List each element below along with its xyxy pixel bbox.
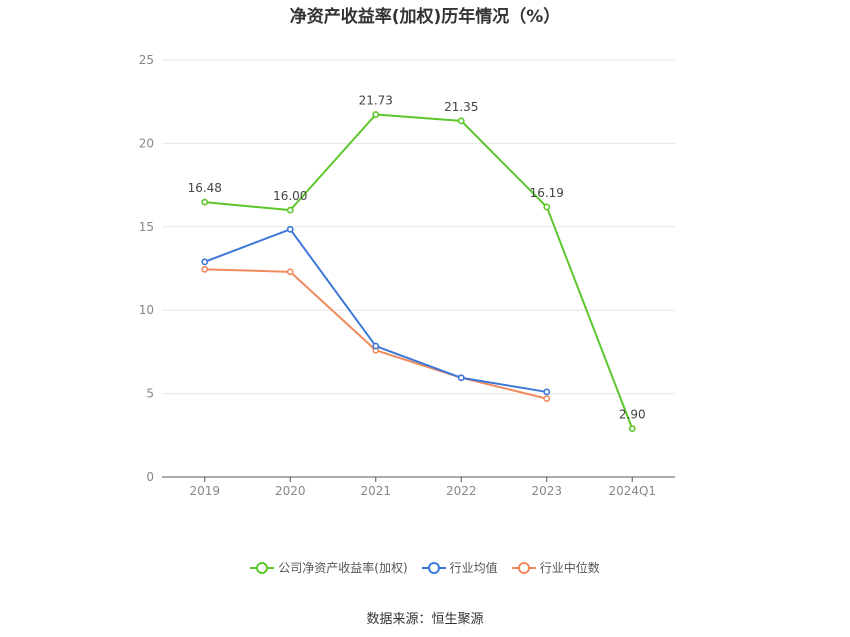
- data-label: 2.90: [619, 408, 646, 422]
- x-tick-label: 2019: [189, 484, 220, 498]
- data-point[interactable]: [543, 395, 551, 403]
- legend-item[interactable]: 公司净资产收益率(加权): [250, 559, 408, 576]
- x-tick-label: 2024Q1: [608, 484, 656, 498]
- y-tick-label: 0: [146, 470, 154, 484]
- legend-label: 行业中位数: [539, 561, 600, 575]
- x-tick-label: 2020: [275, 484, 306, 498]
- x-tick-label: 2021: [360, 484, 391, 498]
- data-label: 21.73: [359, 94, 393, 108]
- line-chart: 0 5 10 15 20 25 2019 2020 2021 2022 2023 2024Q1 16…: [139, 53, 675, 498]
- y-tick-label: 5: [146, 387, 154, 401]
- data-point[interactable]: [543, 203, 551, 211]
- y-tick-label: 20: [139, 136, 154, 150]
- legend-label: 公司净资产收益率(加权): [278, 561, 408, 575]
- data-label: 16.48: [188, 181, 222, 195]
- x-axis: 2019 2020 2021 2022 2023 2024Q1: [162, 476, 675, 498]
- data-point[interactable]: [201, 265, 209, 273]
- series-line: [204, 113, 634, 429]
- series-group: [201, 111, 636, 433]
- y-tick-label: 15: [139, 220, 154, 234]
- legend-marker-icon: [250, 561, 275, 574]
- data-point[interactable]: [628, 425, 636, 433]
- legend: 公司净资产收益率(加权) 行业均值 行业中位数: [0, 559, 850, 576]
- grid-lines: [162, 59, 675, 395]
- data-point[interactable]: [457, 374, 465, 382]
- x-tick-label: 2022: [446, 484, 477, 498]
- legend-marker-icon: [421, 561, 446, 574]
- legend-label: 行业均值: [449, 561, 498, 575]
- data-point[interactable]: [286, 268, 294, 276]
- chart-title: 净资产收益率(加权)历年情况（%）: [289, 7, 561, 27]
- data-labels: 16.48 16.00 21.73 21.35 16.19 2.90: [188, 94, 646, 422]
- legend-item[interactable]: 行业中位数: [511, 559, 600, 576]
- data-point[interactable]: [286, 225, 294, 233]
- data-point[interactable]: [372, 111, 380, 118]
- data-label: 16.19: [530, 186, 564, 200]
- y-tick-label: 10: [139, 303, 154, 317]
- legend-marker-icon: [511, 561, 536, 574]
- data-point[interactable]: [201, 258, 209, 266]
- data-point[interactable]: [201, 198, 209, 206]
- data-point[interactable]: [286, 206, 294, 214]
- x-tick-label: 2023: [531, 484, 562, 498]
- data-label: 21.35: [444, 100, 478, 114]
- data-source: 数据来源：恒生聚源: [366, 612, 484, 627]
- legend-item[interactable]: 行业均值: [421, 559, 498, 576]
- series-line: [204, 268, 547, 400]
- data-point[interactable]: [372, 342, 380, 350]
- data-label: 16.00: [273, 189, 307, 203]
- y-axis-ticks: 0 5 10 15 20 25: [139, 53, 154, 484]
- y-tick-label: 25: [139, 53, 154, 67]
- data-point[interactable]: [457, 117, 465, 125]
- data-point[interactable]: [543, 388, 551, 396]
